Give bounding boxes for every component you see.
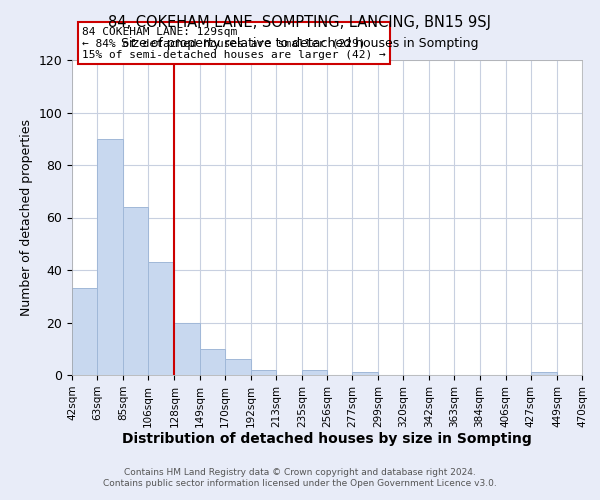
Bar <box>224 359 251 375</box>
Bar <box>302 370 327 375</box>
Y-axis label: Number of detached properties: Number of detached properties <box>20 119 33 316</box>
Text: 84 COKEHAM LANE: 129sqm
← 84% of detached houses are smaller (229)
15% of semi-d: 84 COKEHAM LANE: 129sqm ← 84% of detache… <box>82 27 386 60</box>
Bar <box>175 322 199 375</box>
Bar <box>531 372 557 375</box>
X-axis label: Distribution of detached houses by size in Sompting: Distribution of detached houses by size … <box>122 432 532 446</box>
Text: 84, COKEHAM LANE, SOMPTING, LANCING, BN15 9SJ: 84, COKEHAM LANE, SOMPTING, LANCING, BN1… <box>109 15 491 30</box>
Bar <box>123 207 148 375</box>
Text: Size of property relative to detached houses in Sompting: Size of property relative to detached ho… <box>121 38 479 51</box>
Bar <box>97 138 123 375</box>
Bar <box>352 372 378 375</box>
Bar <box>72 288 97 375</box>
Bar <box>251 370 276 375</box>
Text: Contains HM Land Registry data © Crown copyright and database right 2024.
Contai: Contains HM Land Registry data © Crown c… <box>103 468 497 487</box>
Bar <box>199 349 224 375</box>
Bar <box>148 262 175 375</box>
